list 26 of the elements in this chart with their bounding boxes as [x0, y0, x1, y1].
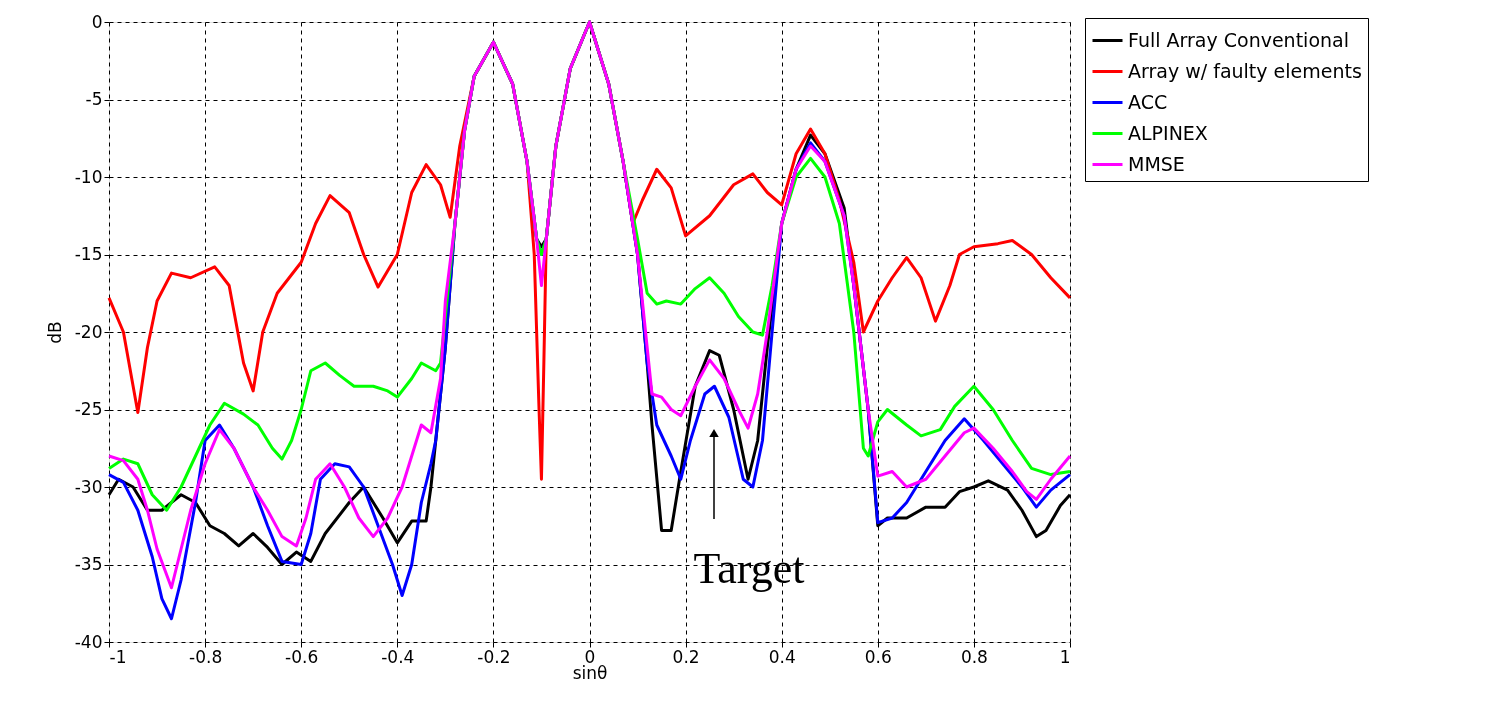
- x-tick-label: -0.2: [477, 646, 511, 667]
- x-tick-label: 0.8: [960, 646, 988, 667]
- x-tick-label: -1: [109, 646, 127, 667]
- legend-label: ALPINEX: [1128, 121, 1208, 144]
- y-tick-label: -5: [85, 89, 103, 109]
- legend-label: ACC: [1128, 90, 1168, 113]
- y-tick-label: -25: [74, 399, 103, 419]
- x-tick-label: -0.8: [189, 646, 223, 667]
- x-tick-label: 1: [1059, 646, 1071, 667]
- x-tick-label: -0.6: [285, 646, 319, 667]
- y-tick-label: -40: [74, 631, 103, 652]
- y-tick-label: -20: [74, 321, 103, 342]
- legend-label: MMSE: [1128, 152, 1185, 175]
- legend-label: Full Array Conventional: [1128, 28, 1349, 51]
- x-tick-label: -0.4: [381, 646, 415, 667]
- x-tick-label: 0.6: [864, 646, 892, 667]
- legend-label: Array w/ faulty elements: [1128, 59, 1362, 82]
- y-tick-label: -35: [74, 554, 103, 574]
- y-tick-label: 0: [91, 11, 103, 32]
- y-tick-label: -15: [74, 244, 103, 264]
- x-tick-label: 0.4: [768, 646, 796, 667]
- annotation: Target: [693, 544, 805, 593]
- x-tick-label: 0.2: [672, 646, 700, 667]
- y-tick-label: -30: [74, 476, 103, 497]
- y-tick-label: -10: [74, 166, 103, 187]
- y-axis-title: dB: [44, 321, 65, 344]
